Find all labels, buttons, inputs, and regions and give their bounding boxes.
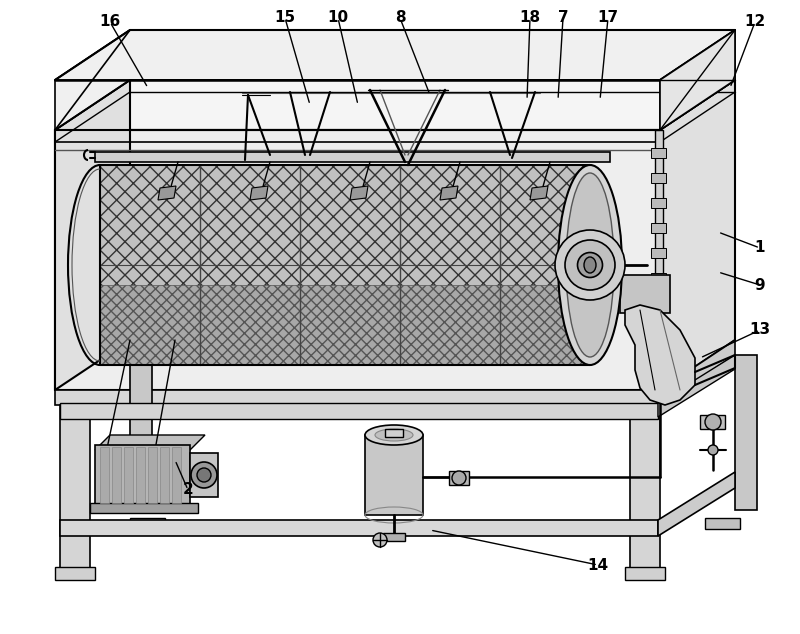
Polygon shape [130,355,152,510]
Polygon shape [350,186,368,200]
Bar [383,533,405,541]
Bar [100,165,590,365]
Polygon shape [55,80,130,390]
Ellipse shape [365,425,423,445]
Polygon shape [55,30,735,80]
Ellipse shape [584,257,596,273]
Text: 12: 12 [744,15,766,30]
Bar [190,453,218,497]
Polygon shape [250,186,268,200]
Polygon shape [658,355,735,417]
Circle shape [708,445,718,455]
Polygon shape [440,186,458,200]
Bar [630,405,660,570]
Polygon shape [55,80,735,130]
Text: 14: 14 [587,557,609,573]
Bar [651,198,666,208]
Bar [365,435,423,515]
Bar [655,130,663,340]
Bar [95,152,610,162]
Bar [651,248,666,258]
Bar [385,429,403,437]
Polygon shape [55,30,130,130]
Polygon shape [100,165,590,365]
Bar [651,223,666,233]
Circle shape [705,414,721,430]
Polygon shape [158,186,176,200]
Bar [620,275,670,313]
Text: 16: 16 [99,15,121,30]
Text: 17: 17 [598,11,618,25]
Bar [625,567,665,580]
Circle shape [197,468,211,482]
Bar [449,471,469,485]
Polygon shape [55,130,660,390]
Text: 13: 13 [750,323,770,337]
Polygon shape [95,435,205,450]
Bar [100,447,109,503]
Bar [172,447,181,503]
Ellipse shape [565,240,615,290]
Polygon shape [625,305,695,405]
Polygon shape [55,390,660,405]
Circle shape [452,471,466,485]
Bar [651,273,666,283]
Bar [90,503,198,513]
Ellipse shape [566,173,614,357]
Text: 8: 8 [394,11,406,25]
Polygon shape [660,30,735,130]
Ellipse shape [578,252,602,278]
Ellipse shape [558,165,622,365]
Bar [651,323,666,333]
Bar [95,445,190,505]
Bar [160,447,169,503]
Text: 2: 2 [182,482,194,498]
Polygon shape [658,472,735,536]
Bar [705,518,740,529]
Polygon shape [660,340,735,405]
Bar [148,447,157,503]
Bar [60,403,658,419]
Bar [651,173,666,183]
Text: 15: 15 [274,11,295,25]
Bar [130,518,165,529]
Polygon shape [660,80,735,390]
Bar [651,298,666,308]
Bar [136,447,145,503]
Bar [112,447,121,503]
Text: 18: 18 [519,11,541,25]
Polygon shape [735,355,757,510]
Bar [100,285,590,365]
Bar [60,405,90,570]
Text: 7: 7 [558,11,568,25]
Bar [124,447,133,503]
Polygon shape [660,30,735,130]
Text: 10: 10 [327,11,349,25]
Bar [700,415,725,429]
Polygon shape [530,186,548,200]
Ellipse shape [375,429,413,441]
Text: 9: 9 [754,278,766,292]
Bar [651,148,666,158]
Text: 1: 1 [754,240,766,256]
Bar [60,520,658,536]
Ellipse shape [555,230,625,300]
Circle shape [191,462,217,488]
Circle shape [373,533,387,547]
Bar [55,567,95,580]
